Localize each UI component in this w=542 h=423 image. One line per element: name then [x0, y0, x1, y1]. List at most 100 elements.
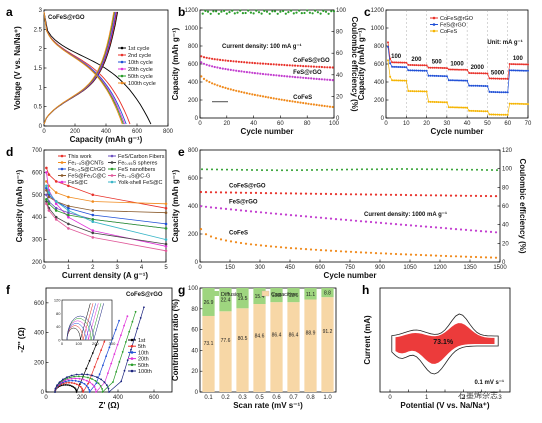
panel-e-y2tick-label: 0: [502, 260, 506, 266]
panel-c-series-point: [435, 101, 438, 103]
panel-e-series-point: [419, 225, 423, 228]
panel-b-ce-point: [324, 10, 328, 13]
panel-d-series-line: [46, 190, 167, 214]
panel-f-legend-marker: [130, 338, 134, 342]
panel-a-xtick-label: 200: [70, 129, 81, 135]
panel-f-nyquist-point: [91, 352, 94, 354]
panel-c-series-point: [449, 79, 452, 82]
panel-e-ytick-label: 800: [188, 148, 199, 154]
panel-c-series-point: [437, 101, 440, 104]
panel-c-series-point: [462, 106, 465, 109]
panel-b-series-point: [280, 98, 283, 101]
panel-c-series-point: [407, 90, 410, 92]
panel-h-letter: h: [362, 283, 369, 297]
panel-b-ce-point: [244, 11, 247, 15]
panel-f-xtick-label: 400: [113, 395, 124, 401]
panel-b-series-point: [269, 96, 273, 99]
panel-c-series-point: [393, 61, 396, 64]
panel-g-legend-label: Diffusion: [221, 292, 242, 298]
panel-b-series-point: [248, 71, 251, 74]
panel-g-xtick-label: 0.7: [289, 395, 298, 401]
panel-f-inset-ytick-label: 80: [56, 311, 61, 316]
panel-c-series-point: [525, 69, 527, 72]
panel-b-ce-point: [308, 11, 311, 14]
panel-c-series-point: [451, 106, 454, 109]
panel-e-series-point: [219, 238, 223, 241]
panel-e-series-point: [439, 194, 443, 197]
panel-e-series-point: [469, 255, 473, 258]
panel-b-series-point: [275, 97, 278, 100]
panel-b-series-point: [315, 77, 318, 80]
panel-c-ytick-label: 1200: [371, 8, 385, 14]
panel-d-legend-marker: [110, 174, 114, 177]
panel-e-series-point: [364, 193, 368, 196]
panel-a-xtick-label: 0: [42, 129, 46, 135]
panel-c-legend-marker: [432, 23, 436, 26]
panel-c-xtick-label: 60: [504, 121, 511, 127]
panel-c-series-point: [470, 109, 473, 112]
panel-e-series-point: [424, 254, 428, 257]
panel-c-series-point: [490, 113, 493, 116]
panel-b-series-point: [286, 64, 289, 67]
panel-f-nyquist-point: [88, 391, 91, 393]
panel-e-ce-point: [286, 169, 288, 172]
panel-g-bar-diffusion: [304, 288, 317, 300]
panel-c-series-point: [474, 72, 477, 75]
panel-b-series-point: [328, 105, 332, 108]
panel-e-ce-point: [346, 168, 348, 171]
panel-e-series-point: [409, 253, 413, 256]
panel-c-series-point: [518, 63, 521, 66]
panel-d-legend-marker: [60, 180, 64, 184]
panel-f-legend-marker: [130, 363, 134, 367]
panel-b-xtick-label: 60: [277, 121, 284, 127]
panel-c-series-point: [399, 66, 402, 68]
panel-b-ce-point: [252, 12, 255, 15]
panel-f-nyquist-point: [103, 381, 106, 383]
panel-c-rate-label: 200: [411, 57, 422, 63]
panel-b-series-point: [296, 64, 299, 67]
panel-b-series-point: [221, 86, 224, 89]
panel-b-series-point: [320, 78, 323, 81]
panel-g-bar-diffusion: [236, 288, 249, 309]
panel-b-series-point: [219, 85, 222, 88]
panel-b-ylabel: Capacity (mAh g⁻¹): [171, 27, 180, 100]
panel-d-series-point: [54, 191, 58, 194]
panel-b-y2tick-label: 20: [336, 94, 343, 100]
panel-e-series-point: [259, 191, 263, 195]
panel-d-legend-label: Yolk-shell FeS@C: [118, 180, 163, 186]
panel-b-series-point: [237, 70, 240, 73]
panel-c-series-point: [500, 77, 503, 80]
panel-c-ytick-label: 0: [381, 116, 385, 122]
panel-b-series-point: [310, 77, 313, 80]
panel-g-ytick-label: 60: [191, 328, 198, 334]
panel-c-xtick-label: 50: [484, 121, 491, 127]
panel-b-series-label: FeS@rGO: [293, 70, 322, 76]
panel-e-series-point: [449, 227, 453, 230]
panel-e-ce-point: [291, 169, 293, 172]
panel-e-series-point: [394, 193, 398, 196]
panel-c-series-point: [478, 84, 481, 87]
panel-e-series-point: [489, 256, 493, 259]
panel-b-series-point: [224, 67, 227, 71]
panel-d-series-line: [46, 194, 167, 229]
panel-c-series-point: [474, 84, 477, 87]
panel-b-series-point: [320, 65, 323, 69]
panel-h-xtick-label: 3: [498, 395, 502, 401]
panel-d-legend-marker: [110, 180, 114, 184]
panel-b-ce-point: [332, 10, 336, 13]
panel-c-series-point: [508, 63, 511, 65]
panel-c-series-point: [399, 61, 402, 64]
panel-b-series-point: [216, 58, 219, 61]
panel-c-series-point: [423, 90, 426, 93]
panel-e-series-point: [314, 248, 318, 251]
panel-b-ce-point: [204, 9, 207, 12]
panel-g-diffusion-value: 11.1: [306, 292, 316, 298]
panel-b-series-point: [205, 56, 208, 59]
panel-c-series-point: [397, 79, 400, 82]
panel-b-ce-point: [282, 9, 285, 13]
panel-f-nyquist-point: [101, 388, 103, 390]
panel-c-series-point: [431, 100, 434, 103]
panel-f-nyquist-point: [70, 374, 73, 377]
panel-f-nyquist-point: [103, 341, 106, 343]
panel-c-series-point: [527, 69, 529, 72]
